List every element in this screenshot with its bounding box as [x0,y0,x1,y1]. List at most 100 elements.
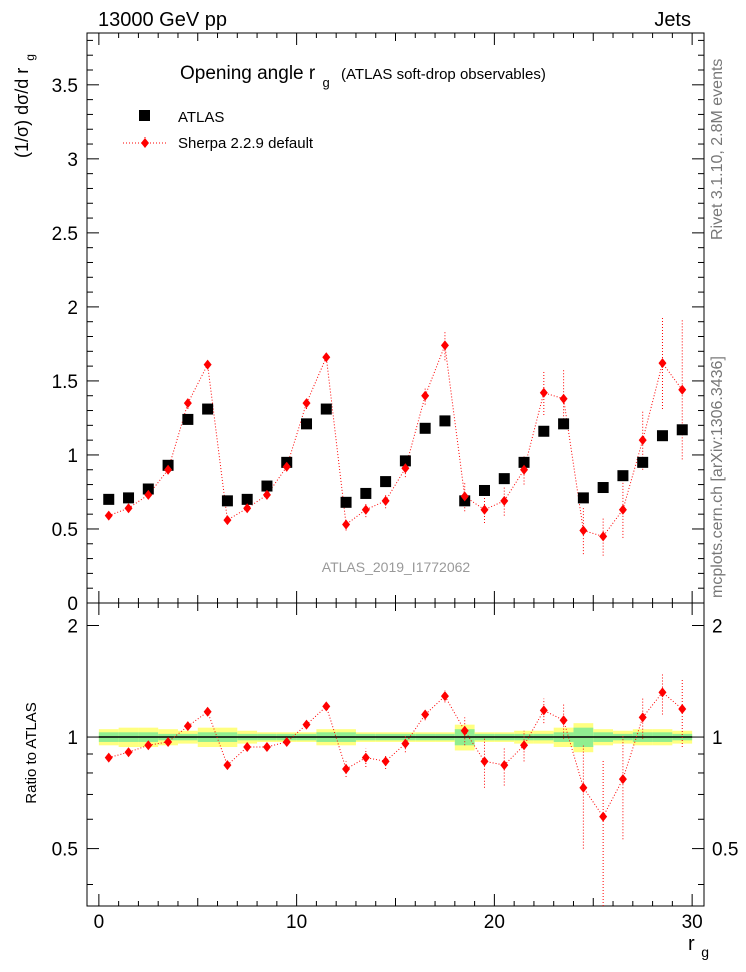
ratio-point [658,687,667,698]
sherpa-point [342,519,351,530]
sherpa-point [440,340,449,351]
rivet-label: Rivet 3.1.10, 2.8M events [709,59,726,240]
header-right: Jets [654,9,691,31]
ratio-point [104,752,113,763]
ratio-point [401,738,410,749]
sherpa-point [243,503,252,514]
main-ytick-label: 1 [67,446,78,467]
sherpa-line [108,345,683,537]
ratio-ticks: 0.5 0.51 12 20 10 20 30 [52,603,738,933]
atlas-point [617,470,629,482]
atlas-point [221,495,233,507]
ratio-point [460,725,469,736]
ratio-point [183,721,192,732]
mcplots-label: mcplots.cern.ch [arXiv:1306.3436] [709,356,726,598]
header-left: 13000 GeV pp [98,9,227,31]
ratio-point [520,740,529,751]
main-ticks: 0 0.5 1 1.5 2 2.5 3 3.5 [52,33,704,615]
ratio-point [302,719,311,730]
sherpa-point [361,504,370,515]
ratio-point [559,715,568,726]
atlas-point [241,493,253,505]
sherpa-point [421,390,430,401]
ratio-plot: 0.5 0.51 12 20 10 20 30 Ratio to ATLAS r g [23,602,738,960]
atlas-point [182,413,194,425]
ratio-lines [108,691,683,818]
atlas-point [597,482,609,494]
x-tick-label: 20 [484,912,505,933]
legend-atlas-marker [139,110,150,121]
sherpa-point [658,358,667,369]
watermark: ATLAS_2019_I1772062 [322,559,471,575]
sherpa-point [381,495,390,506]
ratio-point [440,691,449,702]
ratio-point [144,740,153,751]
legend-atlas-label: ATLAS [178,109,224,126]
sherpa-point [500,495,509,506]
ratio-point [342,763,351,774]
atlas-point [656,430,668,442]
x-tick-label: 10 [286,912,307,933]
x-axis-label-text: r [688,933,695,955]
ratio-point [599,811,608,822]
atlas-point [380,476,392,488]
ratio-point [500,760,509,771]
ratio-ytick-label: 1 [67,728,78,749]
atlas-point [439,415,451,427]
sherpa-point [223,515,232,526]
ratio-point [638,712,647,723]
sherpa-point [520,464,529,475]
ratio-ytick-label-right: 0.5 [712,840,738,861]
x-axis-label: r g [688,933,709,960]
atlas-point [360,487,372,499]
atlas-point [142,483,154,495]
sherpa-point [322,352,331,363]
atlas-point [538,425,550,437]
sherpa-point [282,461,291,472]
ratio-error-bars [108,672,683,906]
sherpa-point [262,489,271,500]
ratio-point [203,706,212,717]
atlas-point [518,456,530,468]
ratio-ytick-label: 2 [67,616,78,637]
ratio-point [480,756,489,767]
plot-title-sub: g [323,75,330,90]
ratio-point [164,736,173,747]
ratio-point [361,752,370,763]
main-y-label: (1/σ) dσ/d r g [12,54,37,158]
ratio-point [618,774,627,785]
ratio-point [381,756,390,767]
main-ytick-label: 2.5 [52,224,78,245]
sherpa-point [678,384,687,395]
main-ytick-label: 0.5 [52,520,78,541]
ratio-ytick-label-right: 2 [712,616,723,637]
atlas-point [301,418,313,430]
main-plot: 0 0.5 1 1.5 2 2.5 3 3.5 ATLAS_2019_I1772062 Ope… [12,32,705,615]
main-ytick-label: 3.5 [52,76,78,97]
sherpa-point [599,531,608,542]
atlas-point [340,496,352,508]
sherpa-point [460,491,469,502]
ratio-point [678,704,687,715]
main-ytick-label: 1.5 [52,372,78,393]
sherpa-point [203,359,212,370]
atlas-point [261,480,273,492]
atlas-point [478,484,490,496]
ratio-point [262,742,271,753]
atlas-point [637,456,649,468]
ratio-point [539,705,548,716]
sherpa-point [579,525,588,536]
atlas-point [419,422,431,434]
main-ytick-label: 3 [67,150,78,171]
sherpa-point [164,464,173,475]
ratio-plot-frame [86,602,705,907]
ratio-y-label: Ratio to ATLAS [23,702,40,803]
atlas-point [103,493,115,505]
atlas-point [558,418,570,430]
ratio-point [243,742,252,753]
main-y-label-text: (1/σ) dσ/d r [12,68,32,158]
sherpa-point [401,463,410,474]
ratio-point [579,782,588,793]
ratio-line [108,691,683,818]
x-tick-label: 30 [682,912,703,933]
